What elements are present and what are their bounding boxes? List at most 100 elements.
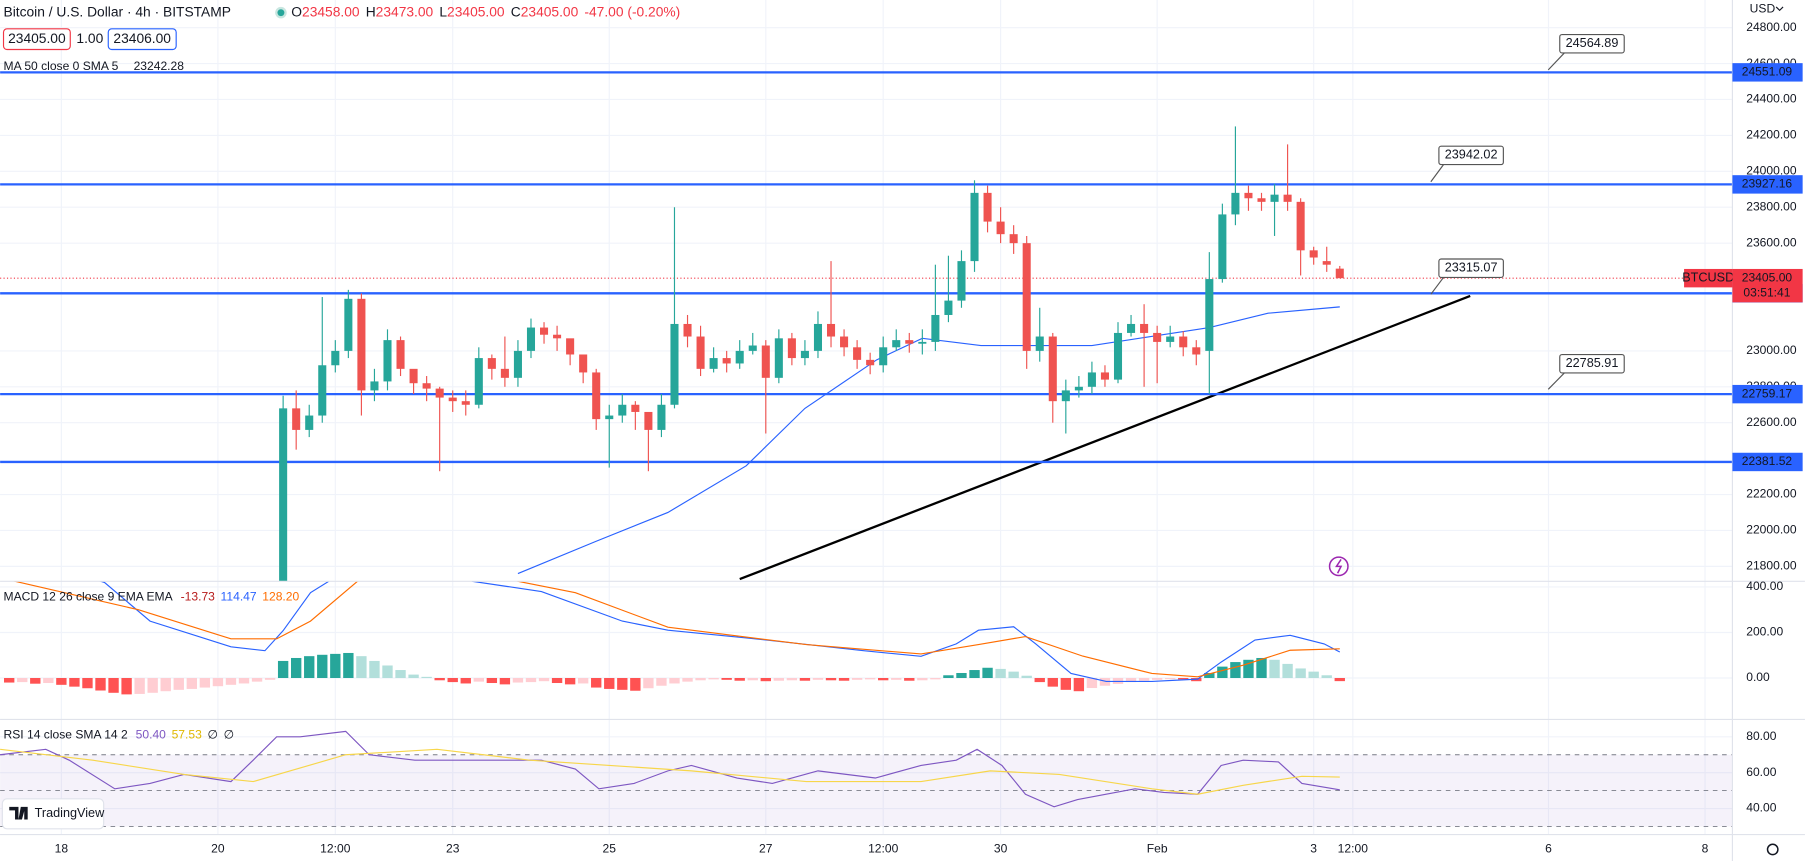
candle-body	[618, 404, 627, 416]
change: -47.00 (-0.20%)	[584, 3, 680, 19]
candle-body	[487, 358, 496, 369]
candle-body	[996, 221, 1005, 235]
candle-body	[383, 340, 392, 382]
candle-body	[1309, 250, 1318, 258]
macd-bar	[799, 678, 811, 681]
candle-body	[500, 368, 509, 378]
rsi-line	[0, 748, 1340, 795]
y-tick-label: 400.00	[1746, 579, 1783, 593]
macd-bar	[225, 678, 237, 685]
callout-label: 22785.91	[1566, 356, 1619, 370]
candle-body	[1074, 386, 1083, 391]
macd-bar	[1021, 675, 1032, 679]
candle-body	[279, 408, 288, 582]
macd-bar	[1243, 659, 1254, 679]
macd-bar	[499, 678, 511, 685]
rsi-value: 50.40	[136, 728, 167, 742]
macd-bar	[1321, 675, 1332, 679]
symbol-title: Bitcoin / U.S. Dollar · 4h · BITSTAMP	[4, 3, 231, 19]
candle-body	[1296, 201, 1305, 251]
buy-box[interactable]	[107, 28, 177, 51]
candle-body	[292, 408, 301, 430]
ohlc-value: 23473.00	[376, 3, 434, 19]
macd-bar	[134, 678, 145, 694]
y-tick-label: 24400.00	[1746, 92, 1797, 106]
candle-body	[813, 323, 823, 351]
candle-body	[800, 350, 809, 359]
candle-body	[774, 338, 783, 378]
macd-bar	[604, 678, 615, 689]
macd-bar	[1099, 678, 1111, 686]
candle-body	[344, 298, 353, 351]
rsi-line	[0, 730, 1340, 808]
macd-bar	[56, 678, 67, 685]
sell-box[interactable]	[2, 28, 71, 51]
ma-legend-value: 23242.28	[134, 59, 185, 73]
macd-bar	[917, 678, 928, 681]
candle-body	[644, 411, 653, 430]
y-tick-label: 24000.00	[1746, 164, 1797, 178]
candle-body	[892, 340, 901, 348]
candle-body	[1231, 192, 1240, 215]
macd-bar	[878, 678, 889, 681]
x-tick-label: 8	[1702, 842, 1709, 856]
macd-bar	[421, 676, 432, 679]
currency[interactable]: USD	[1750, 1, 1776, 15]
macd-bar	[264, 678, 276, 680]
sell-price: 23405.00	[8, 30, 66, 46]
candle-body	[396, 340, 405, 369]
rsi-label: RSI 14 close SMA 14 2	[4, 728, 128, 742]
event-icon[interactable]	[1328, 556, 1349, 577]
candle-body	[918, 341, 927, 344]
candle-body	[1166, 336, 1175, 342]
y-tick-label: 23800.00	[1746, 199, 1797, 213]
candle-body	[748, 345, 757, 351]
macd-bar	[995, 668, 1006, 679]
candle-body	[331, 350, 340, 366]
macd-bar	[108, 678, 119, 693]
y-tick-label: 200.00	[1746, 625, 1783, 639]
macd-bar	[43, 678, 54, 684]
candle-body	[474, 358, 483, 405]
macd-bar	[1165, 678, 1176, 680]
candle-body	[1153, 332, 1162, 342]
x-tick-label: Feb	[1147, 842, 1168, 856]
macd-bar	[1230, 662, 1241, 679]
x-tick-label: 27	[759, 842, 773, 856]
ma-legend: MA 50 close 0 SMA 5	[4, 59, 119, 73]
candle-body	[944, 300, 953, 315]
macd-bar	[538, 678, 550, 682]
macd-label: MACD 12 26 close 9 EMA EMA	[4, 590, 174, 604]
callout-label: 23315.07	[1445, 261, 1498, 275]
macd-bar	[160, 678, 171, 692]
macd-bar	[956, 672, 967, 679]
callout-pointer	[1547, 372, 1565, 390]
macd-bar	[82, 678, 93, 689]
macd-hist-value: -13.73	[181, 590, 216, 604]
candle-body	[905, 340, 914, 344]
macd-bar	[904, 678, 915, 681]
macd-bar	[838, 678, 850, 681]
x-tick-label: 12:00	[1338, 842, 1369, 856]
macd-bar	[173, 678, 184, 690]
macd-bar	[773, 678, 785, 681]
candle-body	[696, 336, 705, 369]
level-label-box	[1732, 384, 1803, 404]
macd-line	[12, 581, 1340, 678]
macd-bar	[969, 670, 980, 679]
settings-icon[interactable]	[1766, 843, 1779, 856]
candle-body	[357, 298, 366, 391]
macd-bar	[408, 674, 419, 679]
logo-box[interactable]	[1, 798, 105, 830]
rsi-empty: ∅	[207, 728, 218, 742]
candle-body	[1113, 332, 1123, 380]
x-tick-label: 20	[211, 842, 225, 856]
macd-bar	[864, 678, 876, 680]
last-price-label: 23405.00	[1742, 270, 1793, 284]
macd-bar	[734, 678, 745, 681]
symbol-label: BTCUSD	[1682, 271, 1734, 285]
last-price-box	[1732, 268, 1803, 303]
rsi-pane	[0, 730, 1733, 827]
macd-bar	[238, 678, 250, 684]
